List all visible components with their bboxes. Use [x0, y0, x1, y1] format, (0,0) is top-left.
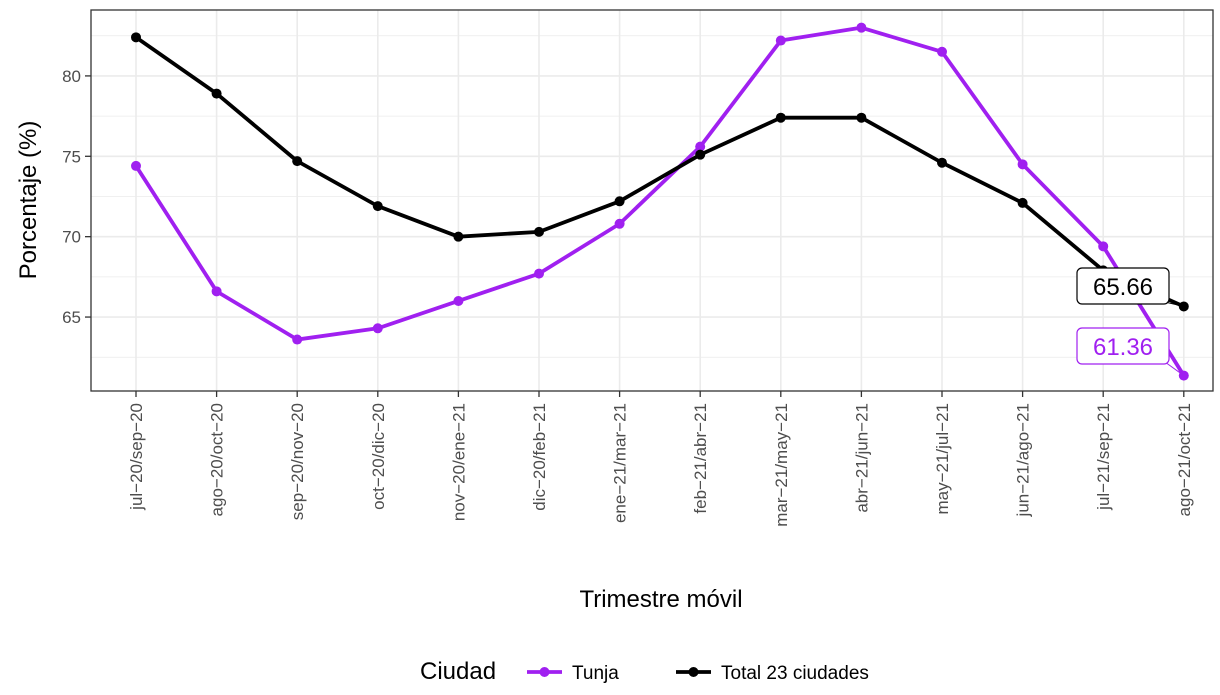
end-label-tunja: 61.36	[1076, 327, 1185, 376]
x-tick-label: abr−21/jun−21	[852, 403, 871, 513]
callout-value: 65.66	[1093, 274, 1153, 301]
callout-box	[1076, 327, 1170, 365]
legend-title: Ciudad	[420, 658, 496, 685]
x-tick-label: may−21/jul−21	[933, 403, 952, 515]
data-point	[453, 295, 464, 306]
x-tick-label: dic−20/feb−21	[530, 403, 549, 511]
data-point	[534, 268, 544, 279]
series-layer	[131, 22, 1189, 381]
data-point	[292, 156, 303, 167]
data-point	[695, 149, 706, 160]
data-point	[775, 112, 786, 123]
y-axis: 65 70 75 80	[62, 67, 91, 327]
x-tick-label: ago−21/oct−21	[1175, 403, 1194, 516]
x-tick-label: ago−20/oct−20	[208, 403, 227, 516]
x-tick-label: feb−21/abr−21	[691, 403, 710, 514]
x-tick-label: jul−20/sep−20	[127, 403, 146, 511]
series-tunja	[131, 22, 1189, 381]
data-point	[453, 231, 464, 242]
x-axis: jul−20/sep−20 ago−20/oct−20 sep−20/nov−20 o…	[127, 391, 1194, 527]
plot-panel-background	[91, 10, 1213, 391]
data-point	[534, 226, 544, 237]
series-line	[134, 25, 1186, 378]
data-point	[775, 35, 786, 46]
data-point	[856, 22, 867, 33]
legend-key-point	[688, 667, 699, 677]
data-point	[372, 201, 383, 212]
series-line	[134, 35, 1186, 309]
x-tick-label: oct−20/dic−20	[369, 403, 388, 510]
legend: Ciudad Tunja Total 23 ciudades	[420, 658, 869, 685]
y-tick-label: 70	[62, 228, 81, 247]
legend-item-total-23-ciudades: Total 23 ciudades	[676, 663, 869, 684]
callout-value: 61.36	[1093, 334, 1153, 361]
legend-label: Total 23 ciudades	[721, 663, 869, 684]
x-tick-label: jun−21/ago−21	[1014, 403, 1033, 517]
data-point	[292, 334, 303, 345]
data-point	[856, 112, 867, 123]
data-point	[1017, 159, 1028, 170]
data-point	[695, 141, 706, 152]
data-point	[614, 196, 625, 207]
x-tick-label: mar−21/may−21	[772, 403, 791, 527]
data-point	[1098, 241, 1109, 252]
y-tick-label: 80	[62, 67, 81, 86]
x-tick-label: sep−20/nov−20	[288, 403, 307, 520]
plot-panel-border	[90, 9, 1214, 392]
legend-key-point	[539, 667, 550, 677]
data-point	[211, 286, 222, 297]
data-point	[614, 218, 625, 229]
x-tick-label: ene−21/mar−21	[611, 403, 630, 523]
data-point	[211, 88, 222, 99]
y-tick-label: 65	[62, 308, 81, 327]
legend-item-tunja: Tunja	[527, 663, 619, 684]
data-point	[131, 160, 141, 171]
data-point	[937, 46, 947, 57]
legend-label: Tunja	[572, 663, 619, 684]
end-value-callouts: 65.66 61.36	[1076, 267, 1185, 376]
y-axis-title: Porcentaje (%)	[15, 121, 42, 280]
data-point	[937, 157, 947, 168]
end-label-total-23-ciudades: 65.66	[1076, 267, 1184, 307]
callout-leader-line	[1164, 361, 1185, 376]
callout-box	[1076, 267, 1170, 305]
data-point	[1017, 197, 1028, 208]
x-tick-label: nov−20/ene−21	[449, 403, 468, 521]
y-tick-label: 75	[62, 147, 81, 166]
data-point	[372, 323, 383, 334]
x-axis-title: Trimestre móvil	[579, 586, 742, 613]
data-point	[131, 32, 141, 43]
minor-gridlines	[91, 35, 1213, 358]
x-tick-label: jul−21/sep−21	[1094, 403, 1113, 511]
